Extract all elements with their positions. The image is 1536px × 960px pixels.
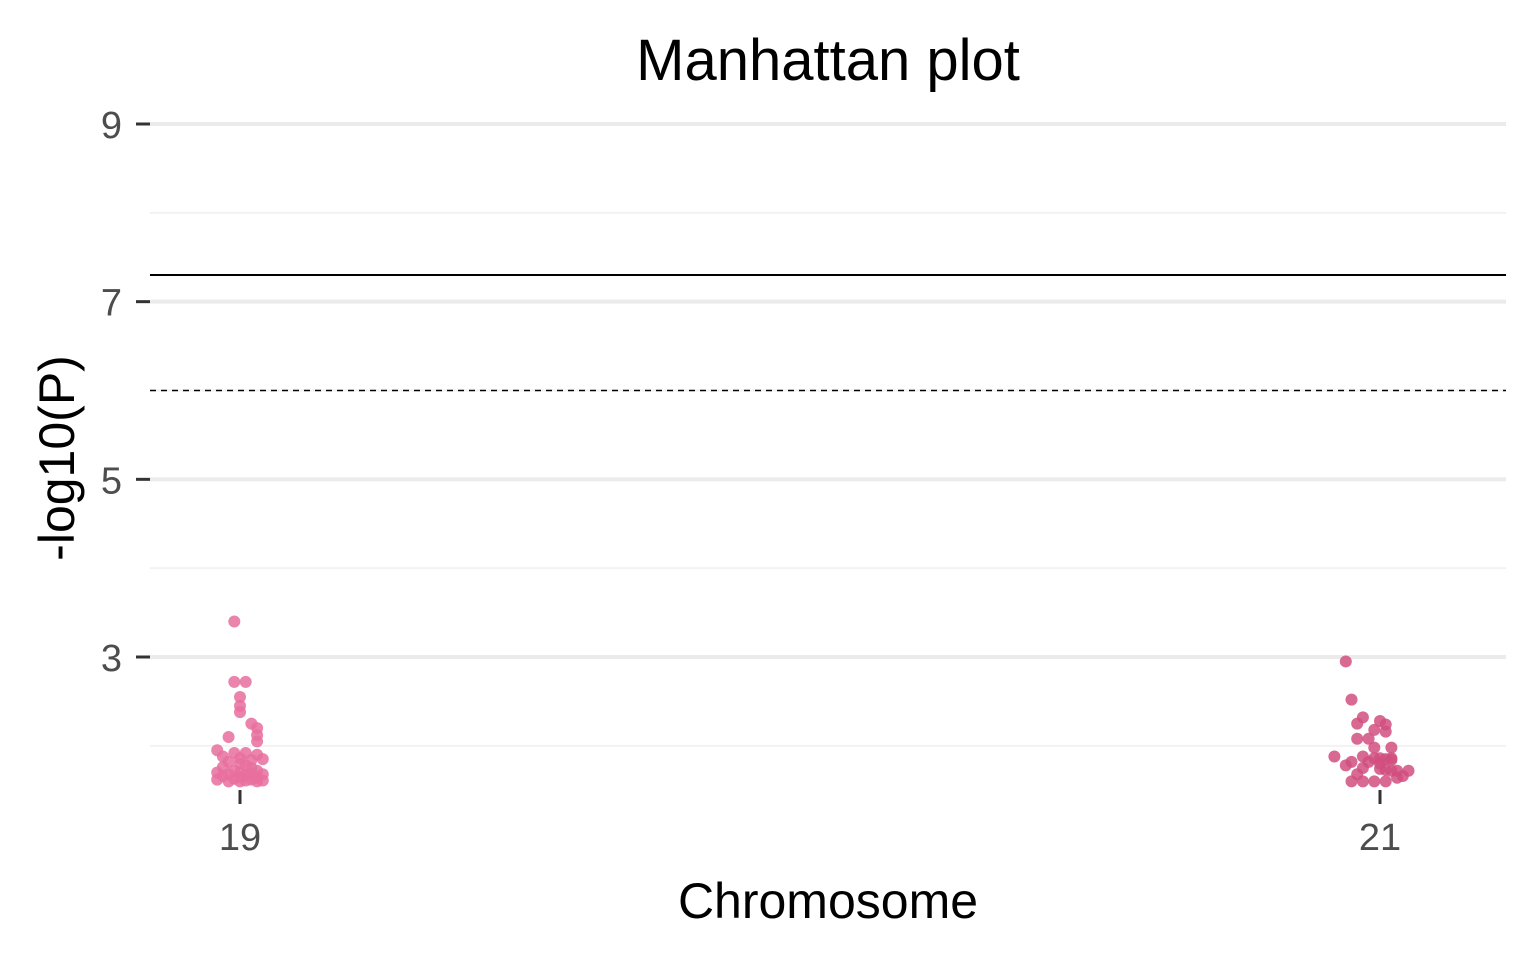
x-axis: 19 21 [219, 790, 1401, 859]
chr19-point [239, 675, 252, 688]
chr21-point [1362, 732, 1375, 745]
chr21-point [1379, 725, 1392, 738]
chr21-point [1368, 723, 1381, 736]
threshold-lines [150, 274, 1506, 392]
chr19-point [228, 615, 241, 628]
x-tick-label: 21 [1359, 817, 1401, 859]
chr21-point [1339, 759, 1352, 772]
chr19-point [251, 735, 264, 748]
chr21-point [1385, 741, 1398, 754]
chr19-point [256, 753, 269, 766]
chr21-point [1345, 775, 1358, 788]
chr19-point [211, 773, 224, 786]
chr21-point [1356, 775, 1369, 788]
data-points [211, 615, 1415, 788]
chr21-point [1351, 717, 1364, 730]
x-axis-title: Chromosome [678, 873, 978, 929]
y-axis: 3 5 7 9 [101, 105, 150, 680]
chr21-point [1351, 732, 1364, 745]
y-tick-label: 3 [101, 638, 122, 680]
chr21-point [1368, 775, 1381, 788]
chr21-point [1345, 693, 1358, 706]
chr19-point [228, 675, 241, 688]
chr21-point [1328, 750, 1341, 763]
chr21-point [1391, 771, 1404, 784]
chr21-point [1368, 741, 1381, 754]
chr21-point [1379, 775, 1392, 788]
y-axis-title: -log10(P) [29, 355, 85, 561]
chr19-point [222, 775, 235, 788]
chr19-point [251, 775, 264, 788]
grid-lines [150, 122, 1506, 747]
y-tick-label: 7 [101, 283, 122, 325]
chr19-point [234, 775, 246, 788]
y-tick-label: 9 [101, 105, 122, 147]
x-tick-label: 19 [219, 817, 261, 859]
chr19-point [234, 706, 246, 719]
chr21-point [1385, 754, 1398, 767]
y-tick-label: 5 [101, 460, 122, 502]
chart-title: Manhattan plot [636, 28, 1020, 93]
chr21-point [1339, 655, 1352, 668]
chr19-point [222, 730, 235, 743]
chr19-point [234, 690, 246, 703]
